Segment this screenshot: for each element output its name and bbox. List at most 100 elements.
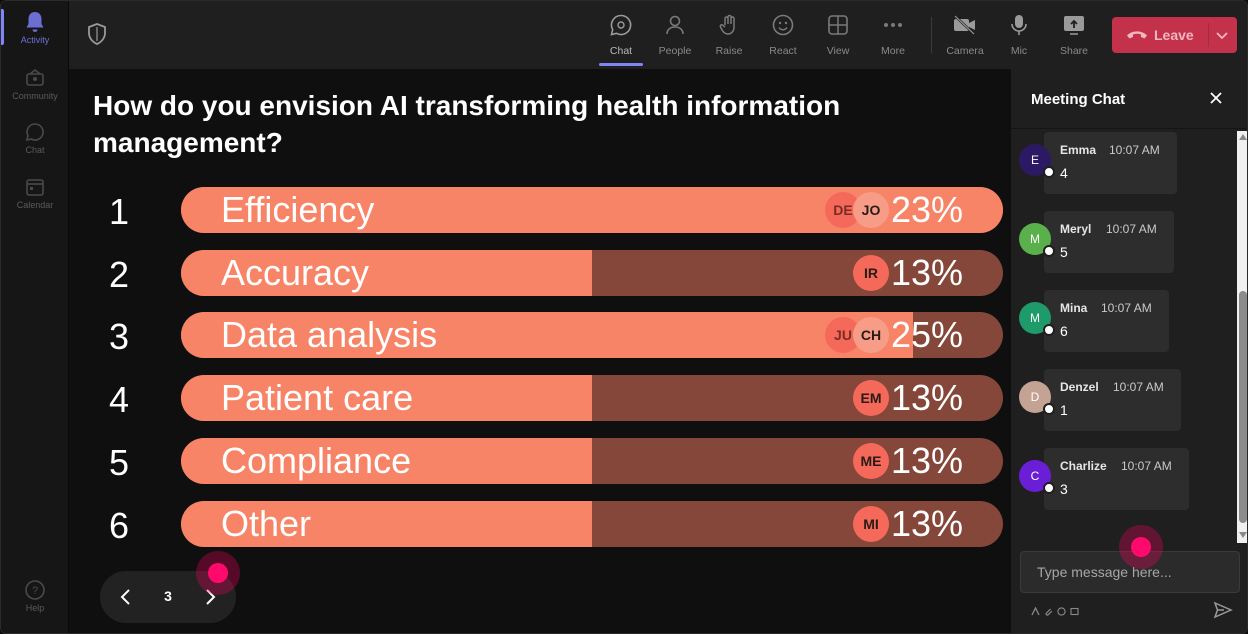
emoji-icon[interactable] [1057,603,1066,616]
camera-button[interactable]: Camera [938,11,992,61]
send-icon[interactable] [1213,600,1233,620]
poll-option-label: Compliance [221,440,412,481]
poll-option-bar: Accuracy IR 13% [181,250,1003,296]
rail-item-activity[interactable]: Activity [1,11,69,59]
raise-hand-icon [715,11,743,39]
chevron-down-icon[interactable] [1214,27,1230,43]
gif-icon[interactable] [1070,603,1079,616]
message-bubble: Charlize 10:07 AM 3 [1044,448,1189,510]
page-number: 3 [164,588,172,604]
poll-option-row[interactable]: 3 Data analysis JU CH 25% [69,312,1011,360]
message-timestamp: 10:07 AM [1101,301,1152,315]
message-bubble: Mina 10:07 AM 6 [1044,290,1169,352]
chat-button[interactable]: Chat [594,11,648,61]
chat-message: Denzel 10:07 AM 1 D [1019,369,1199,433]
rail-item-help[interactable]: ? Help [1,579,69,627]
react-button[interactable]: React [756,11,810,61]
pointer-indicator [1119,525,1163,569]
poll-option-bar: Compliance ME 13% [181,438,1003,484]
presence-status-icon [1043,403,1055,415]
poll-option-number: 3 [109,316,130,357]
more-button[interactable]: More [866,11,920,61]
message-bubble: Denzel 10:07 AM 1 [1044,369,1181,431]
poll-option-row[interactable]: 6 Other MI 13% [69,501,1011,549]
poll-option-percent: 13% [890,377,963,418]
scroll-up-arrow-icon[interactable] [1239,134,1247,140]
poll-option-row[interactable]: 2 Accuracy IR 13% [69,250,1011,298]
chat-scrollbar[interactable] [1237,131,1247,543]
leave-divider [1208,23,1209,47]
poll-option-fill [181,438,592,484]
scroll-down-arrow-icon[interactable] [1239,532,1247,538]
active-tab-indicator [599,63,643,66]
message-sender: Charlize [1060,459,1107,473]
poll-option-fill [181,375,592,421]
people-button[interactable]: People [648,11,702,61]
toolbar-divider [931,17,932,53]
chat-header-divider [1011,128,1247,129]
poll-question: How do you envision AI transforming heal… [93,90,841,158]
scroll-thumb[interactable] [1239,291,1247,523]
rail-item-chat[interactable]: Chat [1,121,69,169]
mic-button[interactable]: Mic [992,11,1046,61]
format-icon[interactable] [1031,603,1040,616]
rail-item-calendar[interactable]: Calendar [1,176,69,224]
attach-icon[interactable] [1044,603,1053,616]
leave-button[interactable]: Leave [1112,17,1237,53]
message-sender: Denzel [1060,380,1099,394]
poll-stage: How do you envision AI transforming heal… [69,69,1011,633]
message-text: 5 [1060,244,1068,260]
poll-option-row[interactable]: 1 Efficiency DE JO 23% [69,187,1011,235]
poll-option-percent: 25% [890,314,963,355]
svg-text:?: ? [32,585,38,597]
presence-status-icon [1043,482,1055,494]
microphone-icon [1005,11,1033,39]
poll-option-fill [181,312,913,358]
calendar-icon [24,176,46,198]
chevron-left-icon[interactable] [114,585,138,609]
share-screen-icon [1060,11,1088,39]
shield-icon[interactable] [87,23,109,47]
poll-option-label: Patient care [221,377,414,418]
poll-option-number: 1 [109,191,130,232]
poll-option-label: Accuracy [221,252,370,293]
poll-option-bar: Efficiency DE JO 23% [181,187,1003,233]
poll-option-number: 2 [109,254,130,295]
raise-hand-button[interactable]: Raise [702,11,756,61]
poll-option-number: 5 [109,442,130,483]
more-icon [879,11,907,39]
chevron-right-icon[interactable] [198,585,222,609]
message-timestamp: 10:07 AM [1109,143,1160,157]
chat-title: Meeting Chat [1031,91,1126,108]
presence-status-icon [1043,324,1055,336]
poll-option-label: Efficiency [221,189,375,230]
chat-message: Charlize 10:07 AM 3 C [1019,448,1199,512]
view-button[interactable]: View [811,11,865,61]
poll-option-percent: 13% [890,440,963,481]
voter-avatar: MI [853,506,889,542]
message-sender: Mina [1060,301,1088,315]
close-icon[interactable] [1209,91,1225,107]
avatar[interactable]: M [1019,302,1051,334]
poll-option-row[interactable]: 4 Patient care EM 13% [69,375,1011,423]
share-button[interactable]: Share [1047,11,1101,61]
message-bubble: Meryl 10:07 AM 5 [1044,211,1174,273]
message-text: 3 [1060,481,1068,497]
message-sender: Meryl [1060,222,1092,236]
rail-item-community[interactable]: Community [1,67,69,115]
voter-avatar: JO [853,192,889,228]
chat-message: Emma 10:07 AM 4 E [1019,132,1199,196]
message-timestamp: 10:07 AM [1113,380,1164,394]
help-icon: ? [24,579,46,601]
poll-option-percent: 13% [890,503,963,544]
emoji-icon [769,11,797,39]
grid-view-icon [824,11,852,39]
poll-option-bar: Other MI 13% [181,501,1003,547]
chat-message: Mina 10:07 AM 6 M [1019,290,1199,354]
meeting-chat-panel: Meeting Chat Emma 10:07 AM 4 E Meryl 10:07 AM… [1011,69,1247,633]
camera-off-icon [951,11,979,39]
rail-active-indicator [1,9,4,45]
chat-message-input[interactable] [1020,551,1240,593]
message-bubble: Emma 10:07 AM 4 [1044,132,1177,194]
poll-option-row[interactable]: 5 Compliance ME 13% [69,438,1011,486]
